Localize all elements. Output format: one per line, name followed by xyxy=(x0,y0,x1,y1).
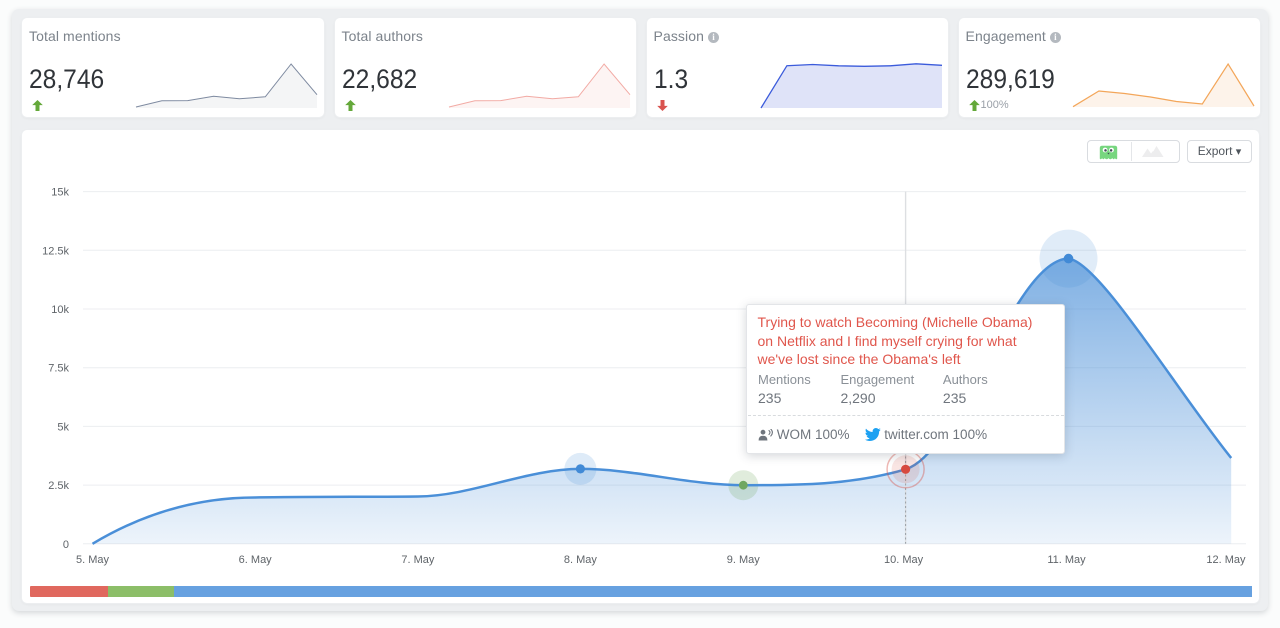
svg-text:2.5k: 2.5k xyxy=(48,480,69,492)
svg-text:7.5k: 7.5k xyxy=(48,363,69,375)
svg-text:10k: 10k xyxy=(51,304,69,316)
svg-text:12.5k: 12.5k xyxy=(42,245,69,257)
svg-text:15k: 15k xyxy=(51,187,69,199)
svg-text:5k: 5k xyxy=(57,421,69,433)
svg-text:0: 0 xyxy=(63,539,69,551)
